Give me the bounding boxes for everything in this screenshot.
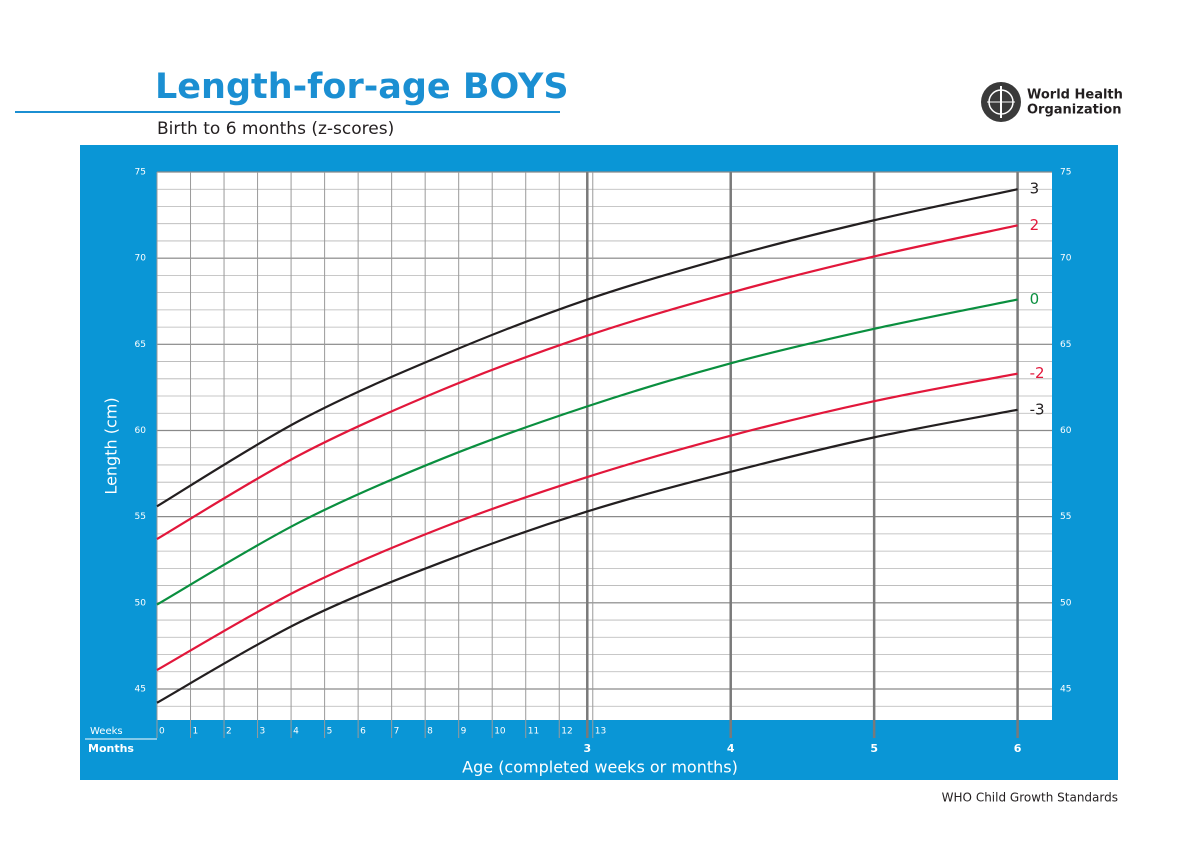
series-label: -3: [1030, 400, 1045, 418]
y-tick-label: 55: [135, 512, 146, 522]
y-tick-label: 65: [1060, 340, 1071, 350]
grid: [156, 171, 1052, 738]
footer: WHO Child Growth Standards: [942, 791, 1118, 805]
y-tick-label: 50: [1060, 598, 1072, 608]
marks: [156, 188, 1018, 704]
who-logo: [981, 82, 1021, 122]
series-label: 3: [1030, 180, 1040, 198]
chart-title: Length-for-age BOYS: [155, 67, 569, 107]
y-tick-label: 45: [135, 684, 146, 694]
x-tick-label: 4: [727, 742, 735, 755]
plot-area: [157, 172, 1052, 720]
series-label: -2: [1030, 364, 1045, 382]
x-axis-label: Age (completed weeks or months): [462, 758, 738, 777]
x2-row-label: Weeks: [90, 726, 123, 737]
y-tick-label: 60: [135, 426, 147, 436]
y-tick-label: 70: [1060, 254, 1072, 264]
line-series: [156, 372, 1018, 671]
line-series: [156, 298, 1018, 606]
y-tick-label: 50: [135, 598, 147, 608]
y-tick-label: 75: [135, 168, 146, 178]
x2-tick-label: 9: [461, 727, 467, 737]
y-tick-label: 75: [1060, 168, 1071, 178]
chart-subtitle: Birth to 6 months (z-scores): [157, 119, 394, 139]
x-tick-label: 3: [583, 742, 591, 755]
x2-tick-label: 13: [595, 727, 606, 737]
line-series: [156, 224, 1018, 541]
y-tick-label: 65: [135, 340, 146, 350]
x2-tick-label: 5: [327, 727, 333, 737]
x2-tick-label: 12: [561, 727, 572, 737]
x-tick-label: 6: [1014, 742, 1022, 755]
x2-tick-label: 10: [494, 727, 506, 737]
x2-tick-label: 6: [360, 727, 366, 737]
series-label: 0: [1030, 290, 1040, 308]
x2-tick-label: 3: [260, 727, 266, 737]
logo-text: World Health: [1027, 88, 1123, 103]
series-label: 2: [1030, 216, 1040, 234]
x2-tick-label: 1: [193, 727, 199, 737]
x-tick-label: 5: [870, 742, 878, 755]
x2-tick-label: 2: [226, 727, 232, 737]
x2-tick-label: 4: [293, 727, 299, 737]
logo-text: Organization: [1027, 103, 1121, 118]
x2-tick-label: 7: [394, 727, 400, 737]
x-row-label: Months: [88, 742, 134, 755]
line-series: [156, 188, 1018, 508]
x2-tick-label: 0: [159, 727, 165, 737]
line-series: [156, 408, 1018, 704]
y-tick-label: 60: [1060, 426, 1072, 436]
x2-tick-label: 11: [528, 727, 539, 737]
x2-tick-label: 8: [427, 727, 433, 737]
y-tick-label: 45: [1060, 684, 1071, 694]
y-tick-label: 55: [1060, 512, 1071, 522]
y-axis-label: Length (cm): [102, 397, 121, 494]
y-tick-label: 70: [135, 254, 147, 264]
